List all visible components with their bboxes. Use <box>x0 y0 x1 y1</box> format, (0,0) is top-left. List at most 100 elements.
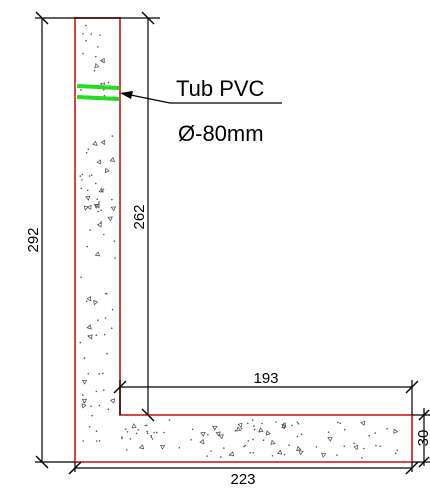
aggregate-mark <box>235 426 242 432</box>
dimension-label-292: 292 <box>25 227 42 252</box>
aggregate-dot <box>80 89 82 91</box>
concrete-hatch <box>79 24 399 459</box>
aggregate-mark <box>92 140 98 146</box>
dim-tick <box>405 380 419 394</box>
aggregate-dot <box>375 444 377 447</box>
dimension-label-223: 223 <box>230 471 255 488</box>
dim-tick <box>35 11 49 25</box>
aggregate-dot <box>97 210 99 213</box>
aggregate-dot <box>102 372 104 375</box>
aggregate-mark <box>98 187 104 193</box>
aggregate-dot <box>113 240 116 242</box>
aggregate-dot <box>374 432 377 434</box>
aggregate-dot <box>275 421 277 423</box>
aggregate-dot <box>240 427 243 430</box>
aggregate-dot <box>223 447 225 449</box>
aggregate-dot <box>95 390 98 393</box>
aggregate-dot <box>262 439 265 442</box>
dimension-label-193: 193 <box>253 370 278 387</box>
aggregate-dot <box>163 431 165 434</box>
aggregate-dot <box>379 445 382 448</box>
aggregate-dot <box>146 432 149 435</box>
aggregate-dot <box>97 46 99 48</box>
aggregate-dot <box>121 436 123 438</box>
aggregate-mark <box>93 299 99 306</box>
aggregate-dot <box>146 424 148 427</box>
aggregate-mark <box>110 206 117 212</box>
aggregate-mark <box>353 444 359 451</box>
aggregate-mark <box>94 63 100 69</box>
aggregate-dot <box>111 308 114 311</box>
dim-tick <box>418 456 430 468</box>
aggregate-dot <box>85 151 88 154</box>
aggregate-dot <box>100 221 102 223</box>
dimension-inner-height: 262 <box>131 11 155 422</box>
aggregate-mark <box>131 423 137 429</box>
aggregate-mark <box>96 222 102 228</box>
aggregate-dot <box>82 33 84 35</box>
pvc-pipe <box>76 84 120 101</box>
aggregate-mark <box>83 205 89 211</box>
dim-tick <box>141 408 155 422</box>
aggregate-dot <box>220 456 222 458</box>
aggregate-dot <box>121 437 123 440</box>
aggregate-dot <box>85 300 88 303</box>
aggregate-dot <box>82 394 84 396</box>
aggregate-dot <box>98 201 100 203</box>
aggregate-dot <box>99 34 101 36</box>
aggregate-dot <box>315 446 318 448</box>
aggregate-dot <box>87 148 90 151</box>
aggregate-mark <box>159 444 166 450</box>
aggregate-dot <box>79 175 82 177</box>
aggregate-mark <box>265 430 271 436</box>
aggregate-mark <box>93 203 100 209</box>
aggregate-dot <box>104 317 107 319</box>
aggregate-mark <box>85 195 91 201</box>
pipe-label-line2: Ø-80mm <box>178 121 264 146</box>
pvc-pipe-line-top <box>76 84 120 90</box>
dimension-label-262: 262 <box>131 204 148 229</box>
aggregate-dot <box>90 33 93 35</box>
aggregate-dot <box>107 81 110 84</box>
aggregate-dot <box>83 357 86 359</box>
aggregate-dot <box>288 444 290 446</box>
aggregate-dot <box>146 430 148 433</box>
aggregate-dot <box>247 422 249 425</box>
aggregate-dot <box>126 449 128 451</box>
dim-tick <box>141 11 155 25</box>
aggregate-mark <box>109 156 116 162</box>
aggregate-mark <box>237 422 243 428</box>
aggregate-dot <box>251 419 254 421</box>
aggregate-dot <box>395 452 397 455</box>
aggregate-dot <box>81 179 83 181</box>
aggregate-dot <box>247 440 250 442</box>
aggregate-dot <box>327 431 330 434</box>
aggregate-dot <box>144 424 147 427</box>
aggregate-dot <box>103 95 106 97</box>
aggregate-mark <box>96 159 102 165</box>
aggregate-dot <box>85 39 87 42</box>
aggregate-dot <box>101 60 104 63</box>
aggregate-dot <box>271 455 274 457</box>
aggregate-dot <box>82 52 84 55</box>
aggregate-dot <box>83 401 86 404</box>
aggregate-dot <box>261 422 263 425</box>
aggregate-dot <box>252 438 254 441</box>
aggregate-dot <box>98 404 101 407</box>
aggregate-dot <box>111 135 114 137</box>
aggregate-dot <box>249 452 251 454</box>
aggregate-dot <box>300 433 303 435</box>
aggregate-dot <box>137 429 139 431</box>
aggregate-dot <box>135 432 138 435</box>
aggregate-dot <box>153 431 155 434</box>
aggregate-dot <box>337 421 339 424</box>
aggregate-dot <box>88 425 91 428</box>
aggregate-dot <box>114 257 116 259</box>
aggregate-dot <box>80 187 83 190</box>
aggregate-dot <box>126 431 129 433</box>
aggregate-dot <box>190 439 192 441</box>
dimension-label-30: 30 <box>415 430 430 447</box>
aggregate-dot <box>88 175 91 177</box>
aggregate-dot <box>210 450 212 452</box>
